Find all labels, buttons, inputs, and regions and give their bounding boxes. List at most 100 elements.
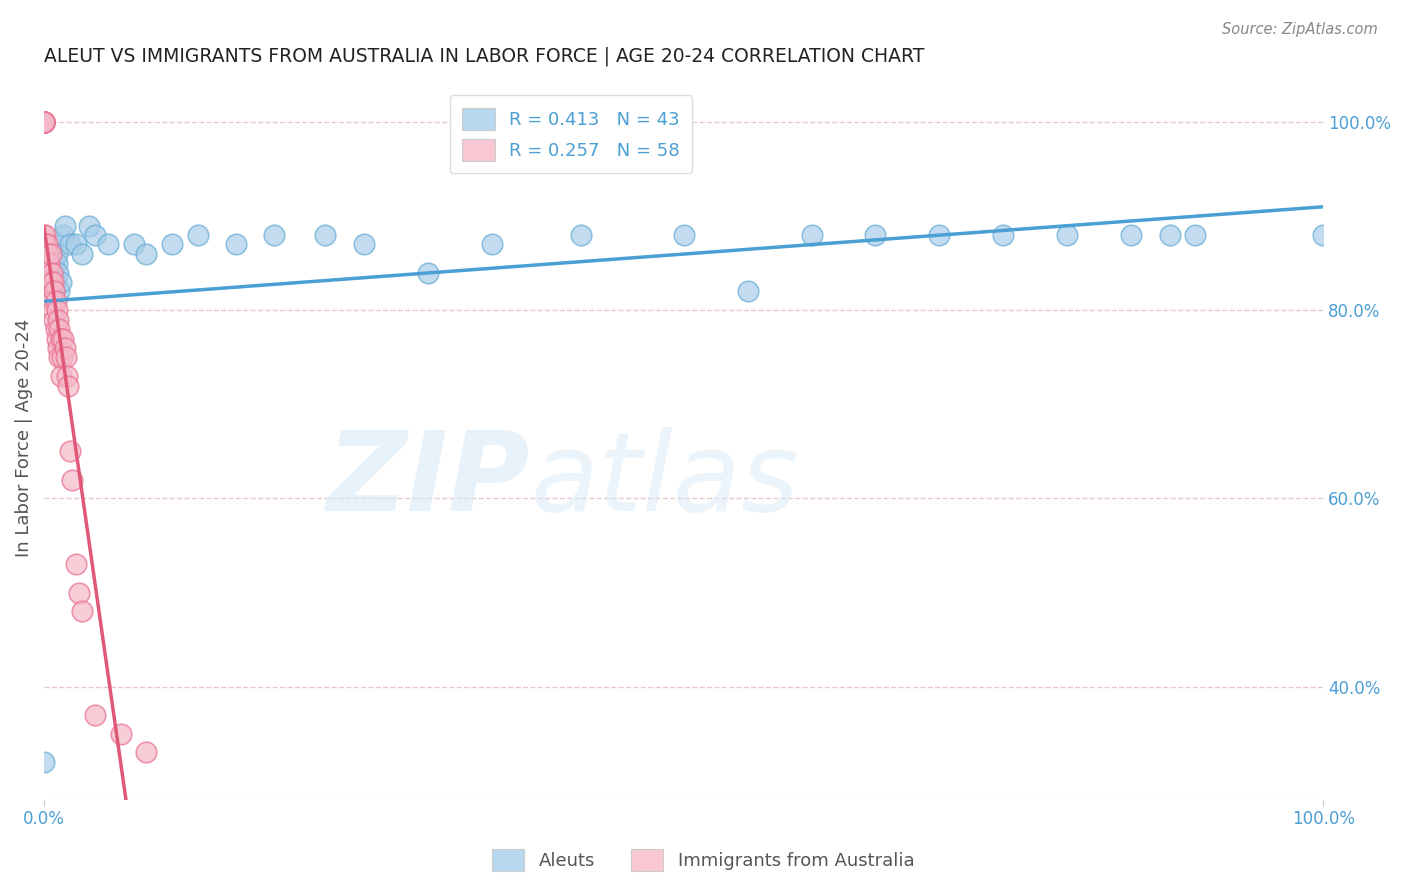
Legend: R = 0.413   N = 43, R = 0.257   N = 58: R = 0.413 N = 43, R = 0.257 N = 58 xyxy=(450,95,693,173)
Point xyxy=(35,275,58,289)
Point xyxy=(55,351,77,365)
Point xyxy=(38,285,60,299)
Text: ALEUT VS IMMIGRANTS FROM AUSTRALIA IN LABOR FORCE | AGE 20-24 CORRELATION CHART: ALEUT VS IMMIGRANTS FROM AUSTRALIA IN LA… xyxy=(44,46,925,66)
Point xyxy=(84,228,107,243)
Text: Source: ZipAtlas.com: Source: ZipAtlas.com xyxy=(1222,22,1378,37)
Point xyxy=(32,247,55,261)
Point xyxy=(42,303,65,318)
Point xyxy=(49,369,72,384)
Point xyxy=(263,228,285,243)
Point xyxy=(60,473,83,487)
Point xyxy=(928,228,950,243)
Point xyxy=(41,275,63,289)
Point xyxy=(353,237,375,252)
Point xyxy=(569,228,592,243)
Point xyxy=(41,266,63,280)
Point xyxy=(32,115,55,129)
Point xyxy=(44,312,66,326)
Text: ZIP: ZIP xyxy=(326,427,530,534)
Point xyxy=(187,228,209,243)
Point xyxy=(45,275,67,289)
Point xyxy=(72,247,94,261)
Point xyxy=(135,746,157,760)
Point xyxy=(34,285,56,299)
Point xyxy=(37,247,59,261)
Point xyxy=(65,558,87,572)
Y-axis label: In Labor Force | Age 20-24: In Labor Force | Age 20-24 xyxy=(15,318,32,557)
Point xyxy=(45,322,67,336)
Point xyxy=(34,228,56,243)
Point xyxy=(49,332,72,346)
Point xyxy=(225,237,247,252)
Point xyxy=(34,266,56,280)
Point xyxy=(84,707,107,722)
Point xyxy=(737,285,759,299)
Point xyxy=(1312,228,1334,243)
Point xyxy=(32,275,55,289)
Point xyxy=(38,256,60,270)
Point xyxy=(67,585,90,599)
Point xyxy=(32,228,55,243)
Point xyxy=(135,247,157,261)
Point xyxy=(46,266,69,280)
Point xyxy=(122,237,145,252)
Point xyxy=(35,237,58,252)
Point xyxy=(46,341,69,355)
Point xyxy=(32,285,55,299)
Point xyxy=(865,228,887,243)
Point xyxy=(65,237,87,252)
Point xyxy=(32,115,55,129)
Point xyxy=(481,237,503,252)
Point xyxy=(32,755,55,769)
Point xyxy=(32,115,55,129)
Point xyxy=(53,219,76,233)
Point xyxy=(59,237,82,252)
Legend: Aleuts, Immigrants from Australia: Aleuts, Immigrants from Australia xyxy=(484,842,922,879)
Point xyxy=(51,351,73,365)
Point xyxy=(1159,228,1181,243)
Point xyxy=(45,293,67,308)
Point xyxy=(32,115,55,129)
Point xyxy=(39,247,62,261)
Point xyxy=(77,219,100,233)
Point xyxy=(45,332,67,346)
Point xyxy=(32,115,55,129)
Point xyxy=(39,247,62,261)
Point xyxy=(1184,228,1206,243)
Point xyxy=(45,256,67,270)
Point xyxy=(672,228,695,243)
Point xyxy=(45,247,67,261)
Point xyxy=(32,266,55,280)
Point xyxy=(39,275,62,289)
Point xyxy=(32,115,55,129)
Point xyxy=(1121,228,1143,243)
Point xyxy=(59,444,82,458)
Point xyxy=(48,285,70,299)
Point xyxy=(37,275,59,289)
Point xyxy=(58,378,80,392)
Point xyxy=(53,341,76,355)
Point xyxy=(45,303,67,318)
Point xyxy=(35,256,58,270)
Point xyxy=(32,256,55,270)
Text: atlas: atlas xyxy=(530,427,799,534)
Point xyxy=(44,256,66,270)
Point xyxy=(48,322,70,336)
Point xyxy=(42,275,65,289)
Point xyxy=(41,237,63,252)
Point xyxy=(41,293,63,308)
Point xyxy=(416,266,439,280)
Point xyxy=(48,351,70,365)
Point xyxy=(160,237,183,252)
Point xyxy=(56,369,79,384)
Point xyxy=(52,332,75,346)
Point xyxy=(34,237,56,252)
Point xyxy=(315,228,337,243)
Point xyxy=(993,228,1015,243)
Point xyxy=(1056,228,1078,243)
Point xyxy=(97,237,120,252)
Point xyxy=(32,237,55,252)
Point xyxy=(800,228,823,243)
Point xyxy=(49,275,72,289)
Point xyxy=(52,228,75,243)
